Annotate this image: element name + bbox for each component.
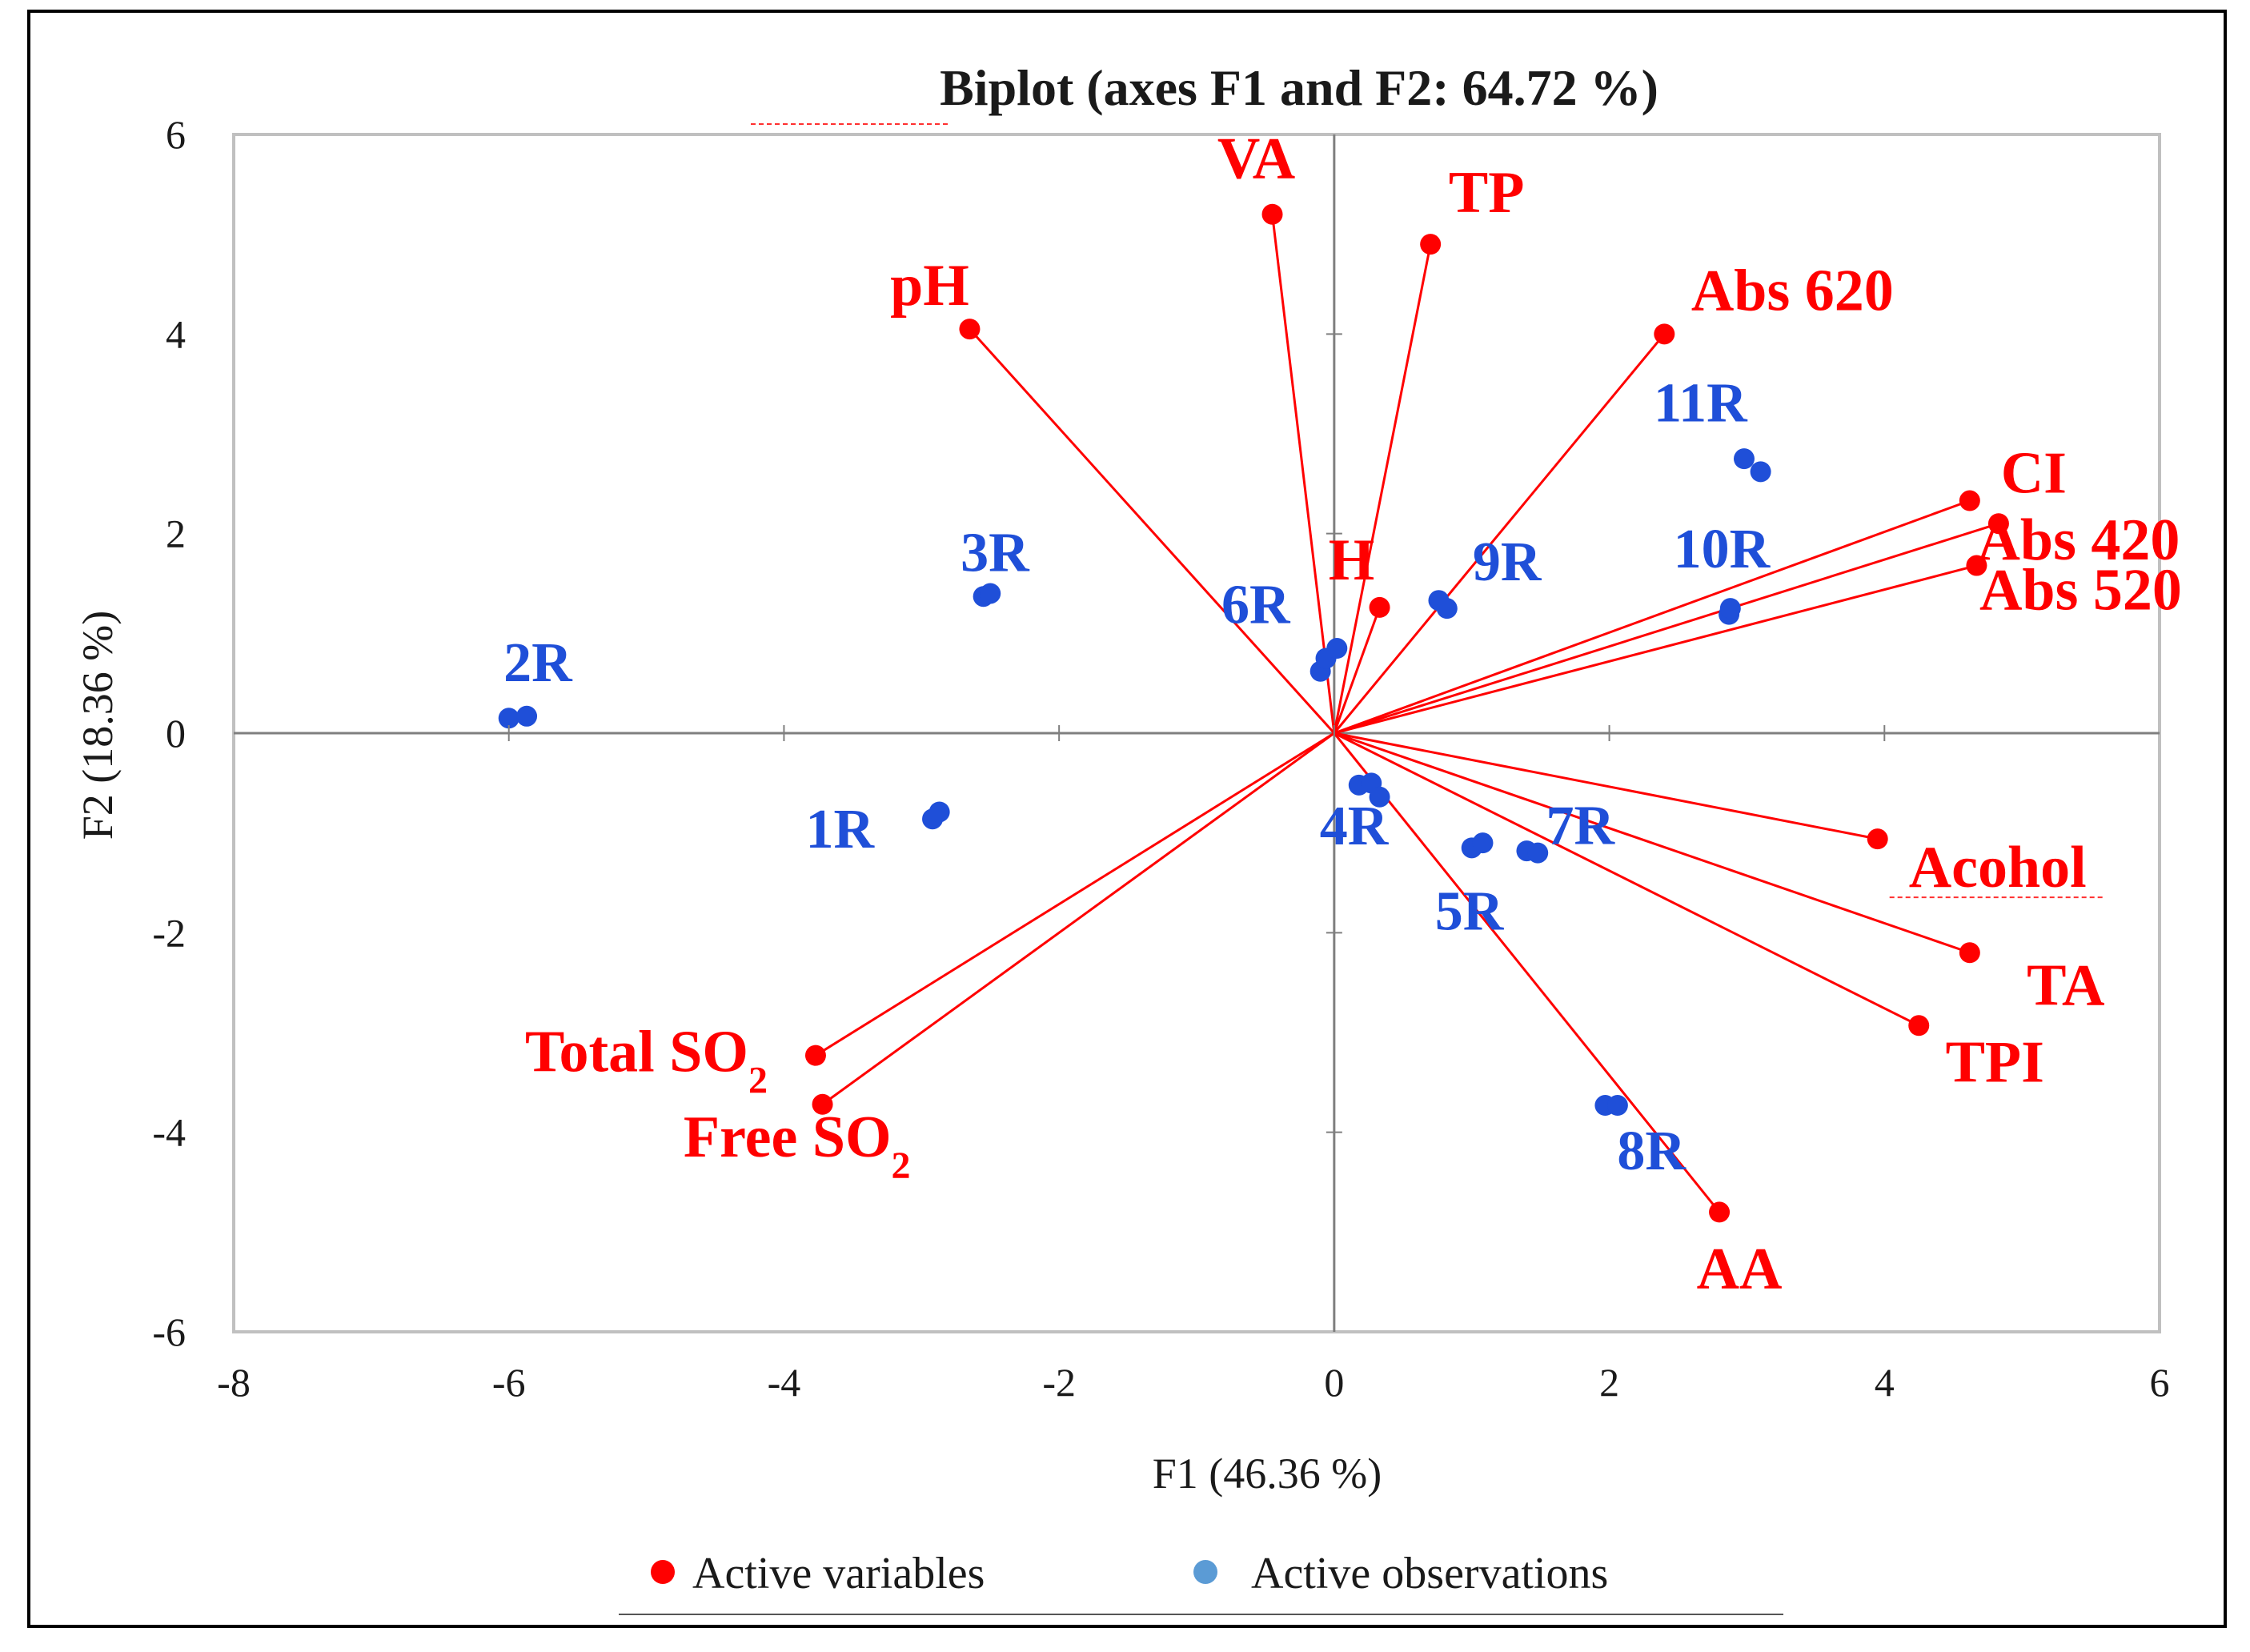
variable-point [812,1093,833,1115]
observation-label: 7R [1546,795,1616,856]
observation-label: 2R [503,632,573,694]
variable-vector-line [1333,732,1721,1213]
observation-point [1436,598,1458,620]
variable-label: AA [1697,1236,1783,1301]
variable-point [1654,323,1675,345]
variable-vector-line [1271,214,1336,734]
x-tick-label: 4 [1875,1360,1895,1405]
x-axis-title: F1 (46.36 %) [1153,1450,1382,1498]
y-tick-label: -6 [152,1309,186,1354]
variable-label: H [1329,527,1375,593]
observation-label: 1R [806,799,876,860]
observation-point [498,708,519,729]
observation-point [1326,638,1348,660]
variable-point [1420,234,1442,255]
variable-vector-line [1333,333,1666,734]
observation-point [1733,448,1755,470]
variable-point [1709,1201,1731,1223]
legend-label-observations: Active observations [1251,1549,1608,1598]
variable-label: Abs 620 [1691,258,1894,323]
observation-label: 9R [1473,531,1542,593]
chart-frame: VA TP pH Abs 620 CI Abs 420 Abs 520 H Acohol TA TP… [27,10,2227,1628]
y-axis-title: F2 (18.36 %) [74,611,122,840]
observation-point [1369,786,1390,808]
variable-label: Abs 520 [1979,558,2182,624]
variable-label: Abs 420 [1977,507,2180,573]
variable-point [804,1045,826,1066]
y-tick-label: -4 [152,1110,186,1155]
variable-vector-line [1334,732,1971,954]
variable-point [1959,490,1980,511]
variable-vector-line [1333,607,1381,734]
y-tick-label: 2 [166,511,186,556]
variable-point [1369,596,1390,618]
variable-vector-line [969,328,1335,735]
variable-vector-line [1334,522,1999,735]
observation-point [928,801,950,823]
variable-point [1959,942,1980,964]
legend: Active variables Active observations [619,1549,1783,1615]
x-tick-label: 2 [1599,1360,1619,1405]
variable-label: TPI [1946,1029,2044,1095]
observation-point [1606,1095,1628,1117]
x-tick-label: -4 [768,1360,801,1405]
variable-label: Free SO2 [684,1105,911,1187]
y-tick-label: 6 [166,112,186,157]
observation-label: 3R [961,522,1030,583]
x-tick-label: -2 [1042,1360,1076,1405]
variable-vector-line [1334,732,1878,840]
variable-point [1966,555,1987,576]
observation-label: 11R [1654,372,1748,434]
variable-label: pH [890,253,969,319]
variable-label: VA [1217,126,1295,192]
observation-label: 8R [1617,1121,1686,1182]
variable-point [959,319,981,340]
chart-title: Biplot (axes F1 and F2: 64.72 %) [940,59,1658,116]
observation-point [1750,461,1771,483]
variable-point [1987,513,2009,535]
variable-label: CI [2001,441,2067,507]
observation-label: 5R [1435,880,1505,942]
observation-label: 10R [1674,519,1771,580]
legend-label-variables: Active variables [692,1549,985,1598]
variable-point [1867,828,1888,850]
axis-ticks: -8 -6 -4 -2 0 2 4 6 -6 -4 -2 0 2 4 6 [152,112,2169,1405]
variable-vector-line [821,732,1335,1105]
variable-point [1261,203,1283,225]
y-tick-label: 4 [166,311,186,356]
variable-label: Total SO2 [525,1020,768,1102]
observation-label: 4R [1320,796,1390,857]
observation-point [516,705,538,727]
observation-point [1527,842,1549,864]
x-tick-label: -8 [217,1360,251,1405]
variable-point [1908,1015,1930,1037]
y-tick-label: -2 [152,910,186,955]
y-tick-label: 0 [166,711,186,756]
legend-marker-variables [651,1560,675,1584]
variable-vector-line [1333,243,1432,734]
legend-marker-observations [1193,1560,1217,1584]
x-tick-label: -6 [492,1360,526,1405]
variable-vector-line [1334,499,1971,735]
variable-label: TA [2027,952,2104,1018]
variable-vector-line [1334,732,1919,1027]
observation-point [1472,832,1494,854]
observation-point [1719,598,1741,620]
variable-vector-line [815,732,1335,1057]
variable-vector-line [1334,564,1977,735]
variable-label: Acohol [1909,835,2087,900]
x-tick-label: 0 [1324,1360,1344,1405]
x-tick-label: 6 [2150,1360,2170,1405]
observation-label: 6R [1221,575,1291,636]
observation-points: 1R 2R 3R 4R 5R 6R 7R 8R 9R 10R 11R [498,372,1771,1182]
variable-label: TP [1449,160,1525,226]
observation-point [980,583,1001,604]
